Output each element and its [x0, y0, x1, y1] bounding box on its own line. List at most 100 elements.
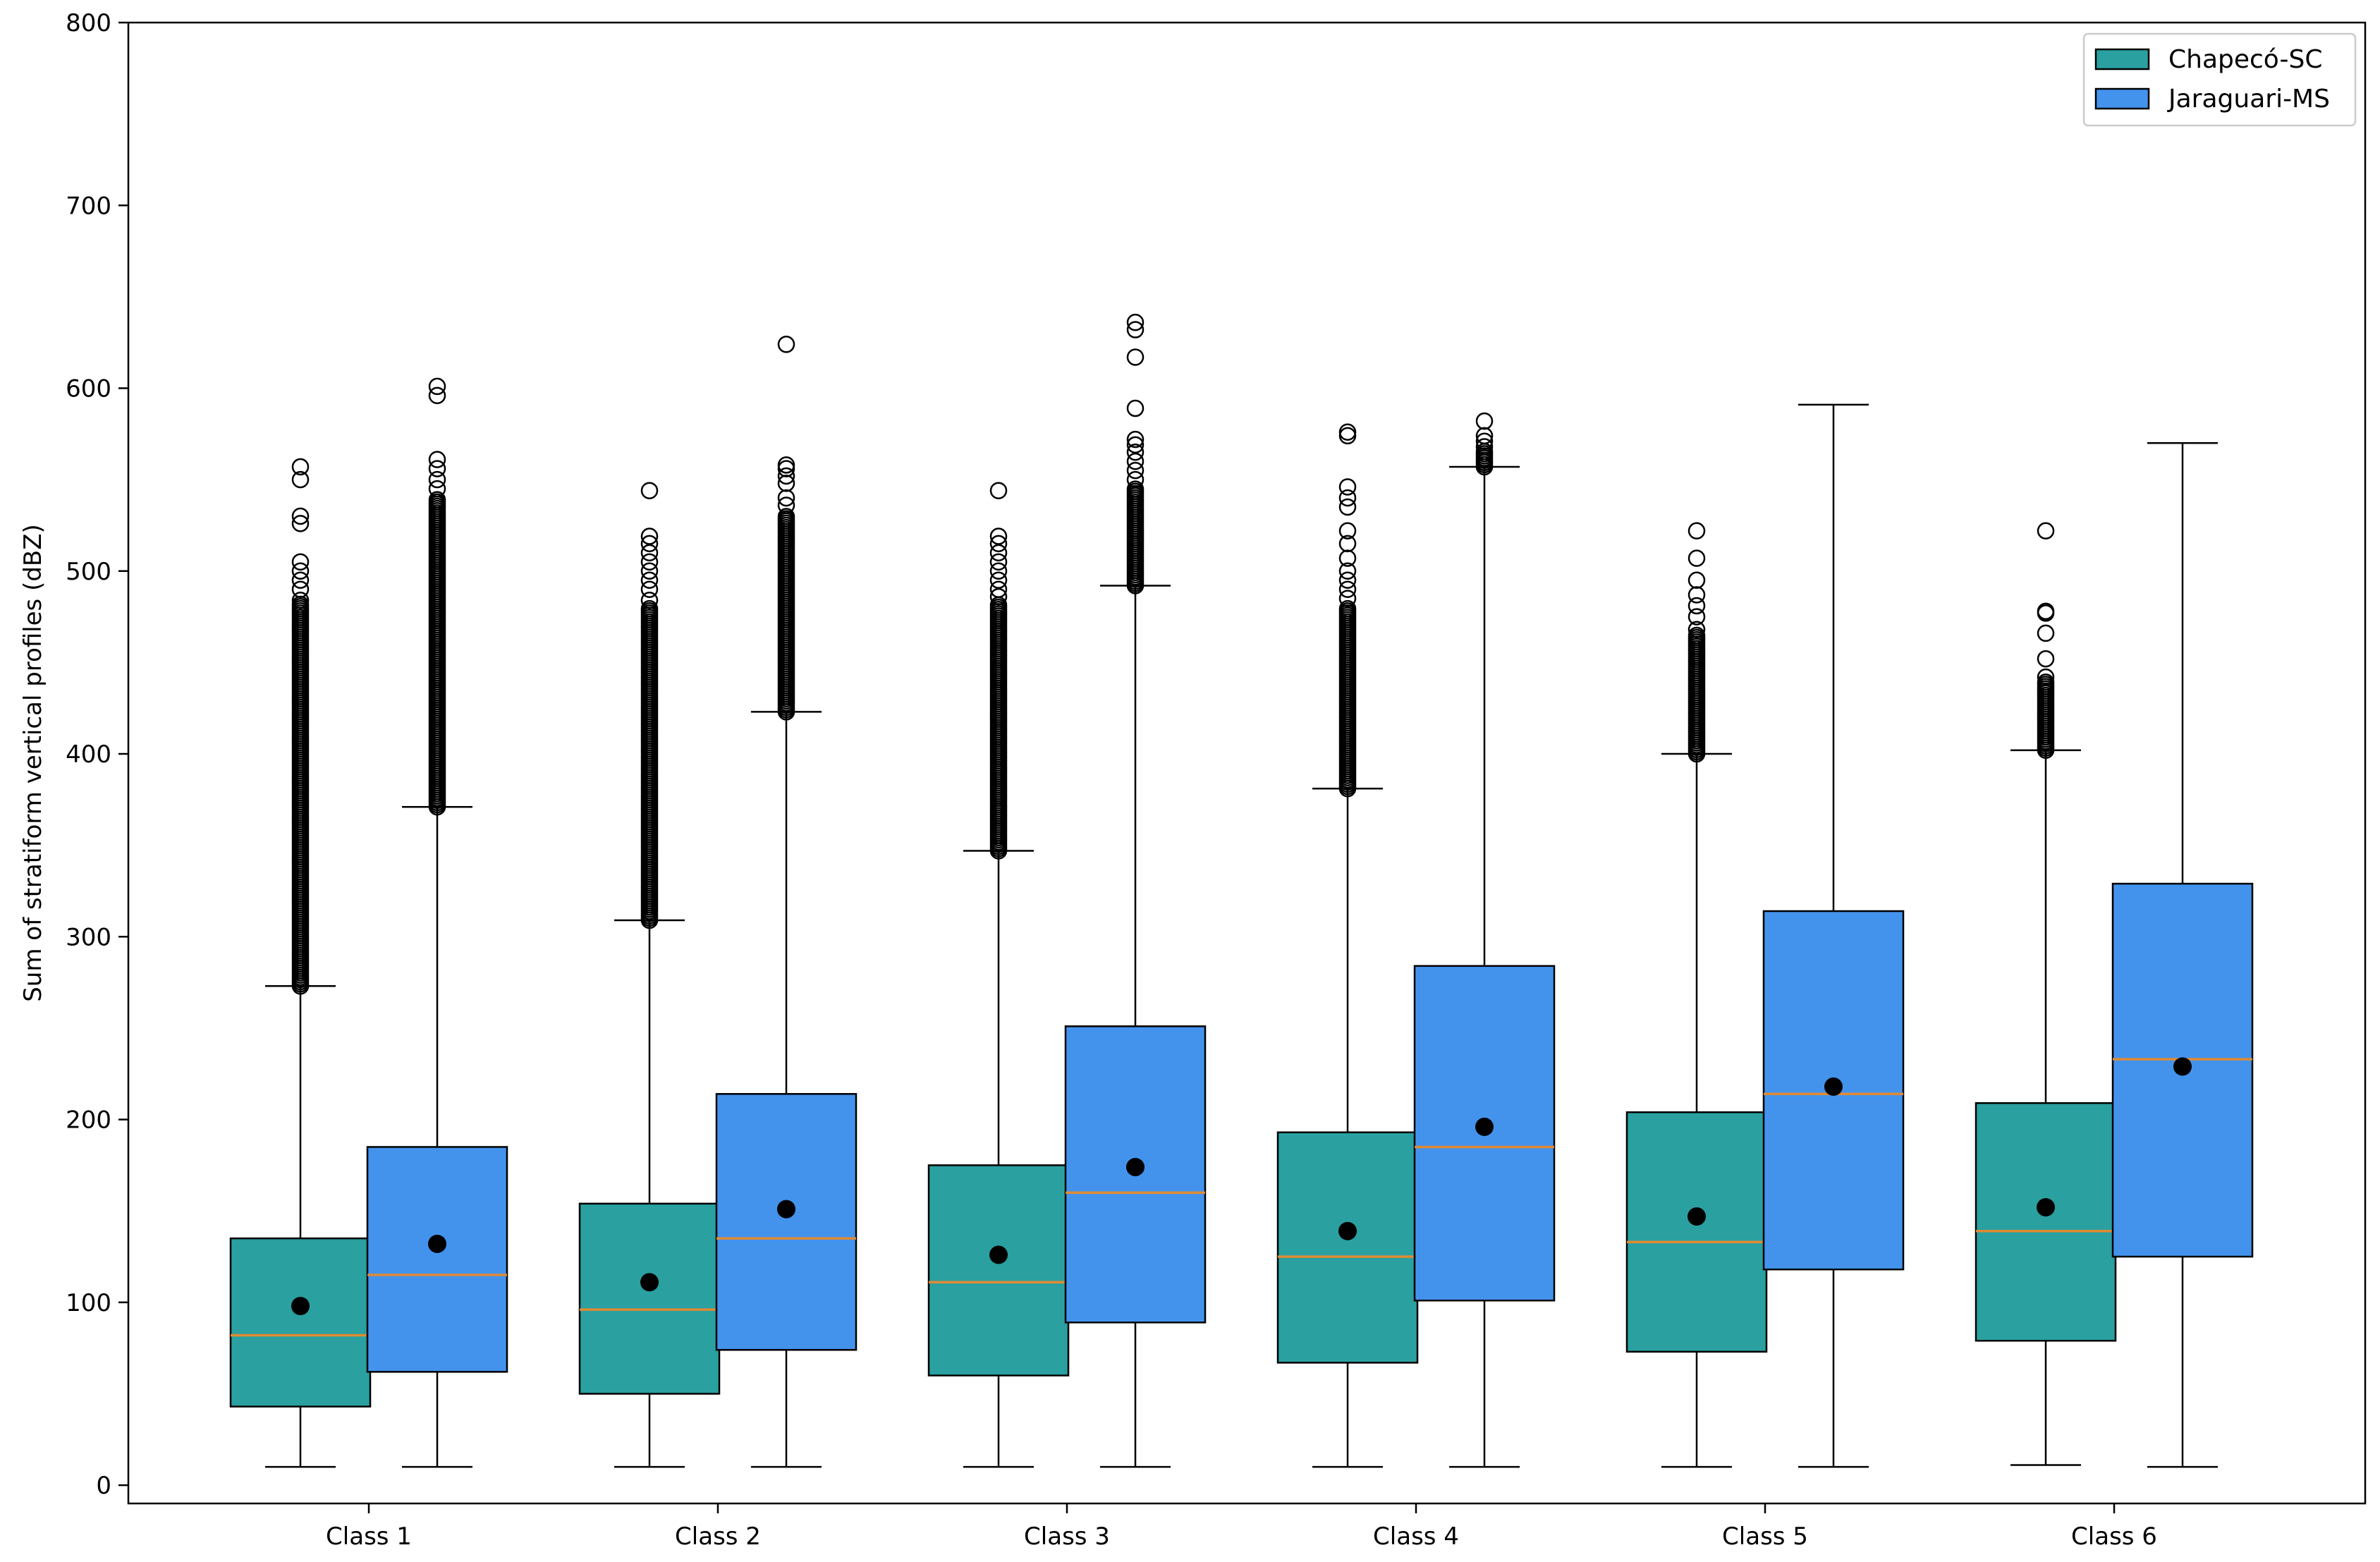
- mean-marker: [1824, 1077, 1843, 1096]
- outlier-point: [1126, 436, 1145, 454]
- outlier-point: [428, 491, 446, 508]
- box-Chapecó-SC-Class 5: [1625, 522, 1768, 1468]
- legend-label: Chapecó-SC: [2168, 45, 2322, 74]
- y-tick-label: 300: [66, 923, 111, 951]
- outlier-point: [1688, 626, 1706, 645]
- iqr-box: [578, 1202, 721, 1395]
- outlier-point: [989, 553, 1008, 571]
- mean-marker: [2037, 1198, 2055, 1216]
- box-Jaraguari-MS-Class 4: [1413, 412, 1556, 1468]
- outlier-point: [428, 470, 446, 489]
- outlier-point: [1126, 348, 1145, 366]
- outlier-point: [1126, 461, 1145, 480]
- outlier-point: [1338, 562, 1357, 580]
- outlier-point: [777, 456, 795, 474]
- outlier-point: [1126, 480, 1145, 498]
- mean-marker: [640, 1273, 659, 1292]
- outlier-point: [640, 482, 659, 499]
- outlier-point: [1688, 571, 1706, 589]
- outlier-point: [1338, 549, 1357, 567]
- outlier-point: [989, 562, 1008, 580]
- outlier-point: [2037, 673, 2055, 691]
- legend-swatch: [2094, 48, 2150, 71]
- outlier-point: [1338, 535, 1357, 553]
- outlier-point: [989, 571, 1008, 589]
- outlier-point: [777, 336, 795, 353]
- outlier-point: [1688, 621, 1706, 638]
- outlier-point: [640, 562, 659, 580]
- box-Jaraguari-MS-Class 1: [366, 377, 508, 1468]
- outlier-point: [291, 515, 310, 532]
- outlier-point: [291, 507, 310, 525]
- outlier-point: [428, 451, 446, 468]
- box-Jaraguari-MS-Class 5: [1762, 403, 1905, 1468]
- outlier-point: [1338, 571, 1357, 589]
- outlier-point: [1338, 498, 1357, 516]
- outlier-point: [1126, 321, 1145, 338]
- x-axis: Class 1 Class 2 Class 3 Class 4 Class 5 Class…: [326, 1503, 2157, 1551]
- outlier-point: [989, 580, 1008, 598]
- outlier-point: [2037, 624, 2055, 642]
- outlier-point: [1688, 522, 1706, 539]
- mean-marker: [1338, 1221, 1357, 1240]
- y-tick-label: 600: [66, 375, 111, 403]
- outlier-point: [2037, 522, 2055, 539]
- outlier-point: [428, 377, 446, 396]
- x-tick-label: Class 1: [326, 1523, 412, 1551]
- outlier-point: [1126, 313, 1145, 331]
- y-axis: 0 100 200 300 400 500 600 700 800: [66, 9, 128, 1500]
- outlier-point: [291, 562, 310, 580]
- x-tick-label: Class 2: [675, 1523, 761, 1551]
- outlier-point: [291, 470, 310, 489]
- y-tick-label: 700: [66, 192, 111, 220]
- box-Chapecó-SC-Class 2: [578, 482, 721, 1468]
- legend: Chapecó-SC Jaraguari-MS: [2082, 32, 2357, 127]
- y-tick-label: 800: [66, 9, 111, 37]
- outlier-point: [1475, 412, 1494, 430]
- outlier-point: [1338, 522, 1357, 539]
- iqr-box: [1975, 1102, 2117, 1342]
- x-tick-label: Class 3: [1024, 1523, 1110, 1551]
- box-Chapecó-SC-Class 6: [1975, 522, 2117, 1466]
- mean-marker: [989, 1245, 1008, 1264]
- legend-frame: [2082, 32, 2357, 127]
- outlier-point: [428, 386, 446, 405]
- outlier-point: [1688, 608, 1706, 626]
- outlier-point: [640, 535, 659, 553]
- outlier-point: [1338, 423, 1357, 441]
- outlier-point: [989, 587, 1008, 606]
- iqr-box: [715, 1093, 858, 1351]
- outlier-point: [777, 496, 795, 514]
- outlier-point: [291, 553, 310, 571]
- outlier-point: [1688, 549, 1706, 567]
- box-Jaraguari-MS-Class 3: [1064, 313, 1207, 1468]
- outlier-point: [2037, 668, 2055, 686]
- outlier-point: [777, 467, 795, 485]
- box-Chapecó-SC-Class 3: [927, 482, 1070, 1468]
- outlier-point: [640, 553, 659, 571]
- outlier-point: [640, 599, 659, 618]
- mean-marker: [1688, 1207, 1706, 1226]
- outlier-point: [1688, 586, 1706, 604]
- outlier-point: [640, 571, 659, 589]
- outlier-point: [777, 489, 795, 507]
- outlier-point: [777, 475, 795, 492]
- y-tick-label: 400: [66, 740, 111, 769]
- outlier-point: [777, 508, 795, 525]
- mean-marker: [291, 1297, 310, 1315]
- plot-frame: [127, 21, 2367, 1505]
- mean-marker: [1475, 1117, 1494, 1136]
- y-axis-label: Sum of stratiform vertical profiles (dBZ…: [19, 524, 47, 1002]
- outlier-point: [291, 580, 310, 598]
- outlier-point: [1338, 580, 1357, 598]
- outlier-point: [1126, 444, 1145, 461]
- outlier-point: [1338, 590, 1357, 607]
- iqr-box: [366, 1146, 508, 1373]
- box-Chapecó-SC-Class 4: [1276, 423, 1419, 1468]
- y-tick-label: 0: [96, 1472, 111, 1500]
- outlier-point: [1338, 599, 1357, 618]
- x-tick-label: Class 5: [1722, 1523, 1808, 1551]
- outlier-point: [989, 535, 1008, 553]
- box-Chapecó-SC-Class 1: [229, 458, 372, 1468]
